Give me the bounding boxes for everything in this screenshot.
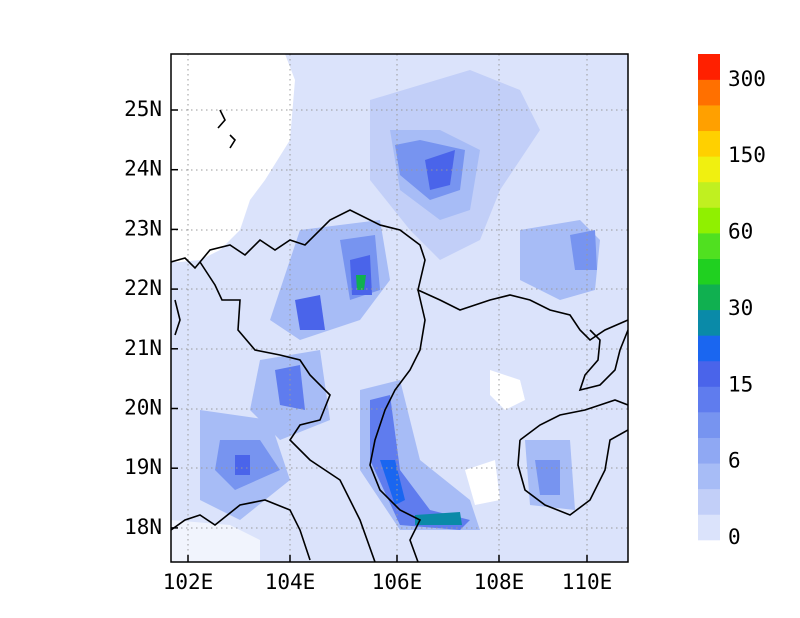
colorbar-box (698, 207, 720, 234)
x-tick-label: 108E (474, 570, 525, 594)
colorbar-label: 15 (728, 372, 753, 396)
x-tick-label: 110E (562, 570, 613, 594)
colorbar-box (698, 437, 720, 464)
y-tick-label: 25N (124, 97, 162, 121)
no-data-area (171, 520, 260, 562)
colorbar-box (698, 488, 720, 515)
map-frame (170, 53, 629, 563)
colorbar-box (698, 79, 720, 106)
colorbar-label: 0 (728, 525, 741, 549)
colorbar-box (698, 233, 720, 259)
colorbar-box (698, 335, 720, 362)
colorbar-label: 6 (728, 449, 741, 473)
colorbar-box (698, 54, 720, 80)
colorbar-box (698, 284, 720, 311)
colorbar-label: 150 (728, 143, 766, 167)
colorbar-box (698, 105, 720, 132)
x-axis: 102E 104E 106E 108E 110E (163, 555, 613, 594)
colorbar-box (698, 514, 720, 541)
x-tick-label: 102E (163, 570, 214, 594)
y-tick-label: 19N (124, 455, 162, 479)
colorbar-box (698, 258, 720, 285)
graticule (171, 54, 628, 562)
colorbar-box (698, 463, 720, 490)
y-tick-label: 18N (124, 515, 162, 539)
precipitation-field (171, 54, 628, 562)
colorbar-box (698, 412, 720, 438)
colorbar-box (698, 309, 720, 336)
colorbar-label: 30 (728, 296, 753, 320)
colorbar-box (698, 181, 720, 208)
no-data-area (171, 54, 295, 262)
colorbar-label: 300 (728, 67, 766, 91)
colorbar-box (698, 130, 720, 157)
colorbar-box (698, 156, 720, 183)
no-data-area (465, 460, 500, 505)
y-axis: 25N 24N 23N 22N 21N 20N 19N 18N (124, 97, 178, 539)
boundaries (171, 109, 628, 562)
y-tick-label: 23N (124, 216, 162, 240)
y-tick-label: 22N (124, 276, 162, 300)
contours (200, 70, 600, 530)
colorbar-box (698, 386, 720, 413)
y-tick-label: 21N (124, 336, 162, 360)
y-tick-label: 20N (124, 396, 162, 420)
colorbar-label: 60 (728, 220, 753, 244)
colorbar: 0 6 15 30 60 150 300 (698, 54, 766, 549)
x-tick-label: 104E (265, 570, 316, 594)
y-tick-label: 24N (124, 157, 162, 181)
x-tick-label: 106E (372, 570, 423, 594)
colorbar-box (698, 360, 720, 387)
